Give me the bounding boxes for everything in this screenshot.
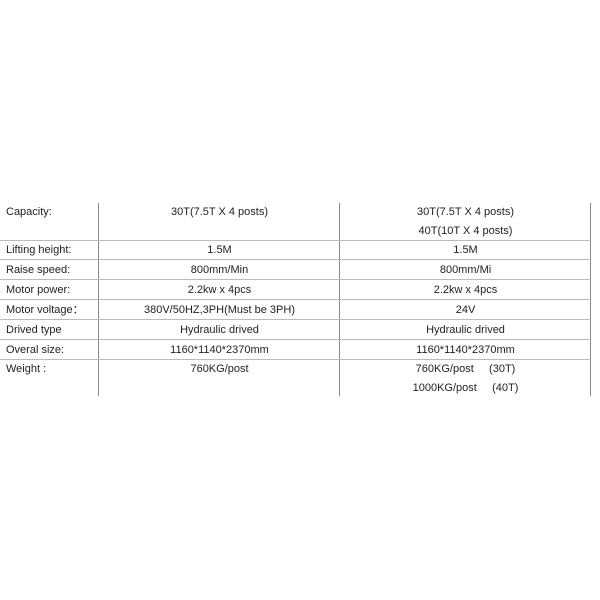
row-divider xyxy=(0,299,591,300)
row-label-motor-voltage: Motor voltage： xyxy=(6,304,84,316)
row-divider xyxy=(0,279,591,280)
row-divider xyxy=(0,240,591,241)
capacity-model2-line2: 40T(10T X 4 posts) xyxy=(418,225,513,237)
row-divider xyxy=(0,339,591,340)
weight-model2-line2: 1000KG/post (40T) xyxy=(412,382,519,394)
row-label-raise-speed: Raise speed: xyxy=(6,264,71,276)
weight-model1: 760KG/post xyxy=(190,363,249,375)
row-label-drived-type: Drived type xyxy=(6,324,62,336)
raise-speed-model2: 800mm/Mi xyxy=(439,264,492,276)
row-divider xyxy=(0,359,591,360)
drived-type-model2: Hydraulic drived xyxy=(426,324,505,336)
weight-model2-line1: 760KG/post (30T) xyxy=(415,363,516,375)
raise-speed-model1: 800mm/Min xyxy=(190,264,249,276)
row-label-motor-power: Motor power: xyxy=(6,284,71,296)
row-label-weight: Weight : xyxy=(6,363,47,375)
motor-power-model2: 2.2kw x 4pcs xyxy=(433,284,498,296)
row-label-lifting-height: Lifting height: xyxy=(6,244,72,256)
overal-size-model1: 1160*1140*2370mm xyxy=(170,344,269,356)
lifting-height-model1: 1.5M xyxy=(207,244,232,256)
drived-type-model1: Hydraulic drived xyxy=(180,324,259,336)
lifting-height-model2: 1.5M xyxy=(453,244,478,256)
motor-power-model1: 2.2kw x 4pcs xyxy=(187,284,252,296)
motor-voltage-model1: 380V/50HZ,3PH(Must be 3PH) xyxy=(143,304,295,316)
row-divider xyxy=(0,259,591,260)
motor-voltage-model2: 24V xyxy=(455,304,476,316)
row-label-capacity: Capacity: xyxy=(6,206,52,218)
row-divider xyxy=(0,319,591,320)
capacity-model2-line1: 30T(7.5T X 4 posts) xyxy=(416,206,514,218)
overal-size-model2: 1160*1140*2370mm xyxy=(416,344,515,356)
row-label-overal-size: Overal size: xyxy=(6,344,65,356)
capacity-model1: 30T(7.5T X 4 posts) xyxy=(170,206,268,218)
